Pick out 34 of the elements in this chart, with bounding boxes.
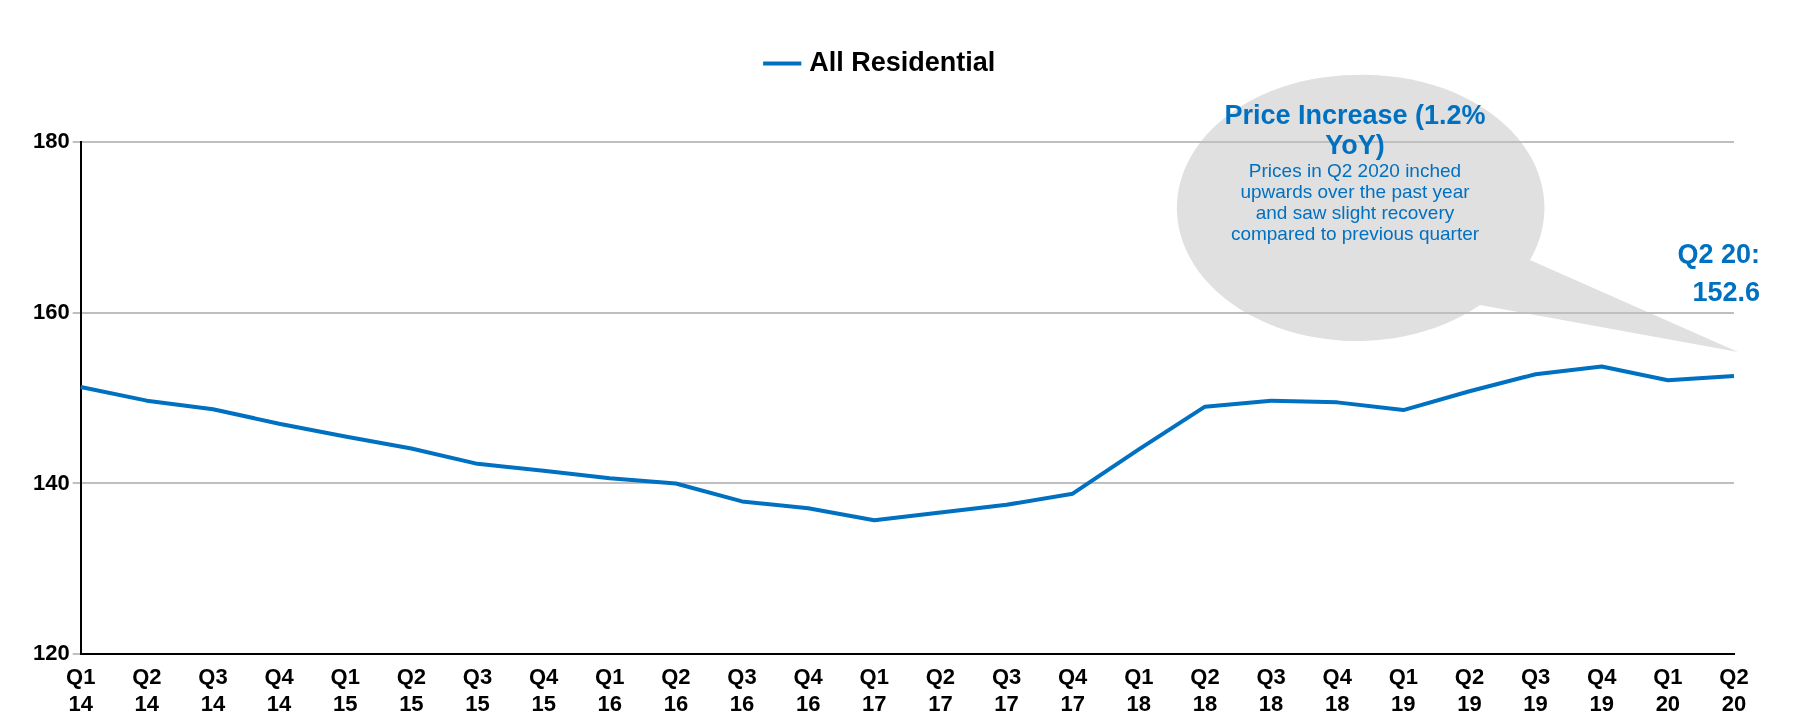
x-tick-label: Q4 15 [528,664,560,716]
x-tick-label: Q2 19 [1454,664,1485,716]
x-tick-label: Q1 17 [859,664,889,716]
annotation: Price Increase (1.2% YoY) [1223,100,1487,160]
x-tick-label: Q3 19 [1520,664,1551,716]
x-tick-label: Q1 19 [1388,664,1419,716]
x-tick-label: Q3 17 [991,664,1022,716]
x-tick-label: Q4 19 [1587,664,1618,716]
x-tick-label: Q3 14 [198,664,228,716]
x-tick-label: Q1 20 [1653,664,1683,716]
x-tick-label: Q1 18 [1124,664,1154,716]
y-tick-label: 140 [32,469,70,495]
x-tick-label: Q4 16 [793,664,824,716]
x-tick-label: Q4 14 [264,664,295,716]
x-tick-label: Q2 16 [661,664,691,716]
y-tick-label: 160 [32,298,70,324]
x-tick-label: Q1 14 [66,664,96,716]
x-tick-label: Q2 17 [925,664,956,716]
y-tick-label: 180 [32,128,70,154]
x-tick-label: Q3 18 [1256,664,1286,716]
x-tick-label: Q3 15 [462,664,493,716]
x-tick-label: Q4 17 [1058,664,1089,716]
x-tick-label: Q2 18 [1190,664,1220,716]
x-tick-label: Q2 15 [396,664,427,716]
x-tick-label: Q3 16 [727,664,757,716]
x-tick-label: Q1 15 [330,664,360,716]
annotation: Prices in Q2 2020 inched upwards over the past year and saw slight recovery compared to previous quarter [1229,160,1481,244]
legend-label: All Residential [809,46,996,77]
annotation: Q2 20: 152.6 [1677,239,1760,308]
x-tick-label: Q2 14 [132,664,162,716]
x-tick-label: Q1 16 [595,664,625,716]
x-tick-label: Q2 20 [1719,664,1749,716]
y-tick-label: 120 [32,640,70,666]
x-tick-label: Q4 18 [1322,664,1353,716]
